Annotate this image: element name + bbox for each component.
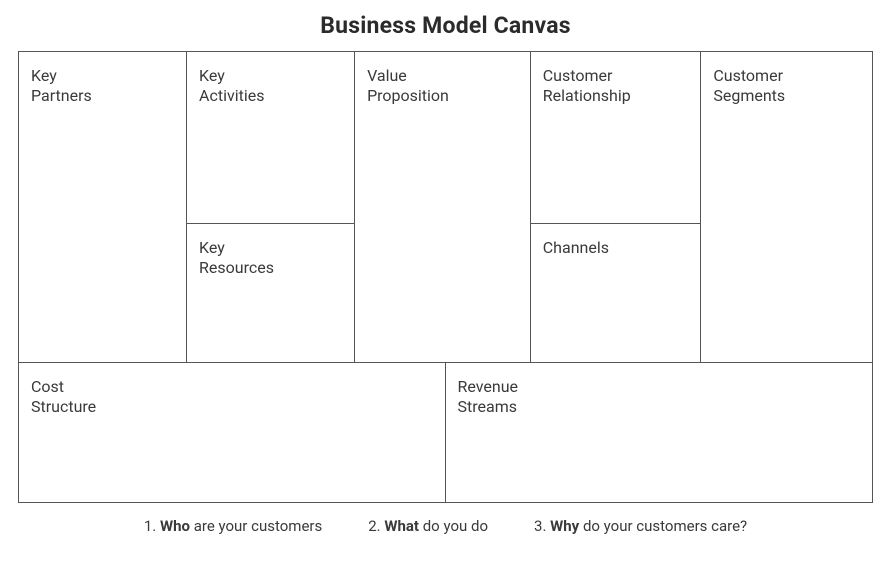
col-key-partners: KeyPartners — [19, 52, 187, 362]
canvas-top-row: KeyPartners KeyActivities KeyResources V… — [19, 52, 872, 362]
label-key-partners: KeyPartners — [31, 66, 174, 106]
footer-q3: 3. Why do your customers care? — [534, 517, 747, 535]
cell-cost-structure: CostStructure — [19, 363, 446, 502]
label-revenue-streams: RevenueStreams — [458, 377, 861, 417]
label-key-activities: KeyActivities — [199, 66, 342, 106]
q3-num: 3. — [534, 517, 546, 535]
q2-num: 2. — [368, 517, 380, 535]
cell-channels: Channels — [531, 224, 701, 362]
col-value-proposition: ValueProposition — [355, 52, 531, 362]
canvas-bottom-row: CostStructure RevenueStreams — [19, 362, 872, 502]
cell-value-proposition: ValueProposition — [355, 52, 530, 116]
label-customer-relationship: CustomerRelationship — [543, 66, 689, 106]
business-model-canvas: KeyPartners KeyActivities KeyResources V… — [18, 51, 873, 503]
cell-key-resources: KeyResources — [187, 224, 354, 362]
cell-key-partners: KeyPartners — [19, 52, 186, 116]
col-key-activities-resources: KeyActivities KeyResources — [187, 52, 355, 362]
cell-key-activities: KeyActivities — [187, 52, 354, 224]
footer-q2: 2. What do you do — [368, 517, 488, 535]
col-customer-relationship-channels: CustomerRelationship Channels — [531, 52, 702, 362]
label-cost-structure: CostStructure — [31, 377, 433, 417]
q1-rest: are your customers — [190, 517, 322, 535]
cell-customer-relationship: CustomerRelationship — [531, 52, 701, 224]
q1-num: 1. — [144, 517, 156, 535]
col-customer-segments: CustomerSegments — [701, 52, 872, 362]
label-key-resources: KeyResources — [199, 238, 342, 278]
cell-revenue-streams: RevenueStreams — [446, 363, 873, 502]
label-value-proposition: ValueProposition — [367, 66, 518, 106]
footer-questions: 1. Who are your customers 2. What do you… — [18, 517, 873, 535]
canvas-wrapper: Business Model Canvas KeyPartners KeyAct… — [0, 0, 891, 567]
q2-bold: What — [384, 517, 419, 535]
page-title: Business Model Canvas — [18, 12, 873, 39]
q3-bold: Why — [550, 517, 579, 535]
footer-q1: 1. Who are your customers — [144, 517, 322, 535]
label-channels: Channels — [543, 238, 689, 258]
q3-rest: do your customers care? — [579, 517, 747, 535]
cell-customer-segments: CustomerSegments — [701, 52, 872, 116]
label-customer-segments: CustomerSegments — [713, 66, 860, 106]
q2-rest: do you do — [419, 517, 488, 535]
q1-bold: Who — [160, 517, 190, 535]
